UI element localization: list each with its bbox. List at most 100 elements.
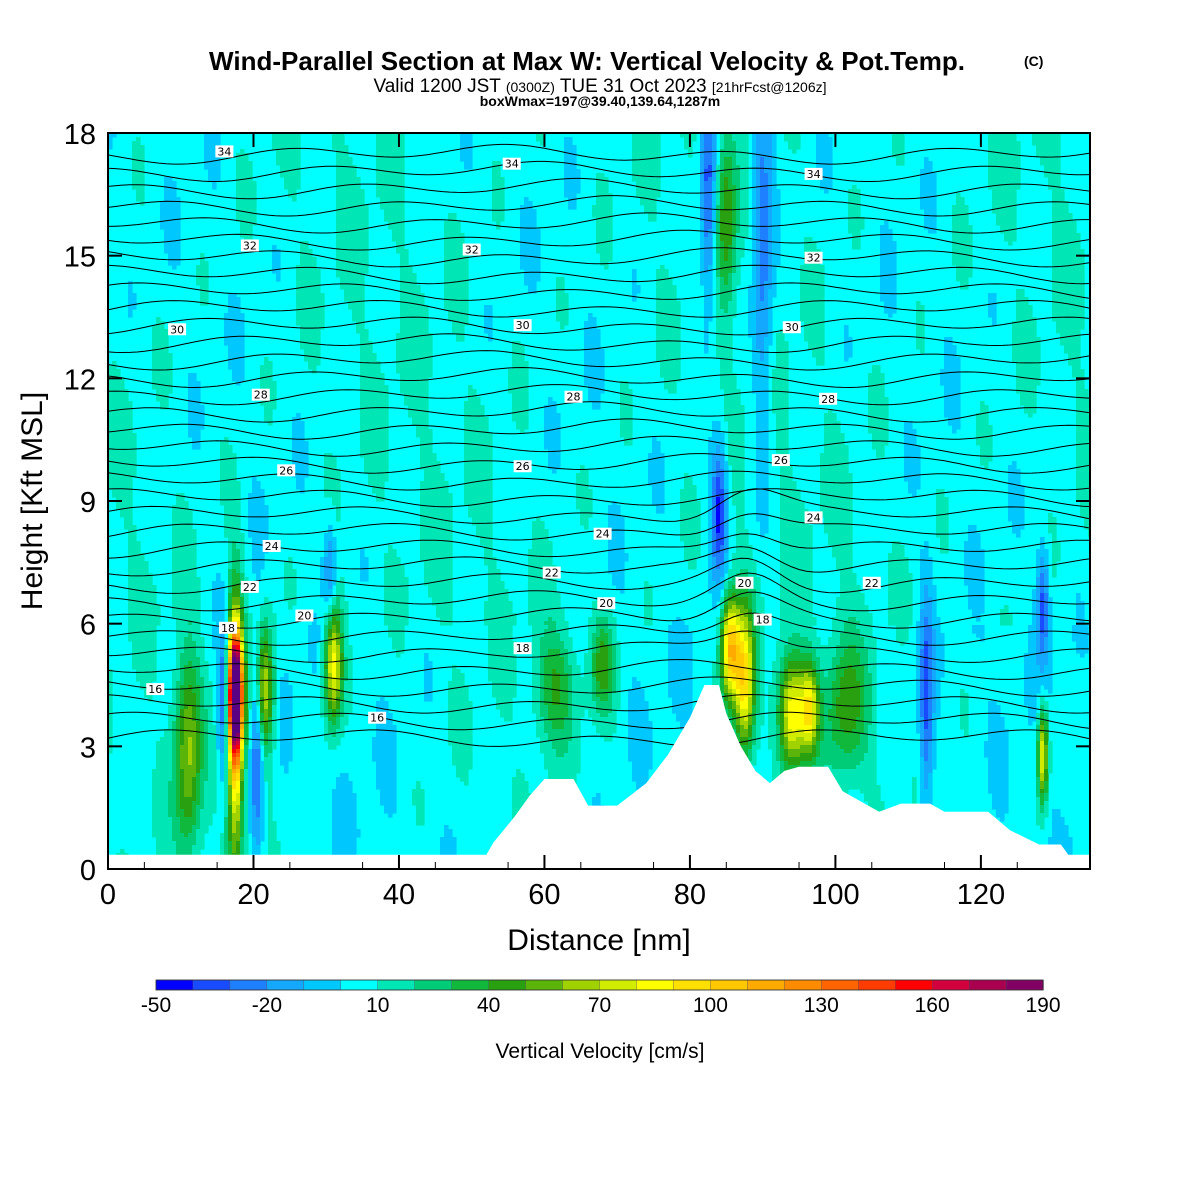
colorbar-tick-label: 160 [915,994,950,1017]
theta-contour-line [108,299,1090,318]
theta-contour-labels: 34 34 34 32 32 32 30 30 30 28 28 28 26 26 26 24 24 24 22 22… [146,145,881,725]
colorbar-swatch [858,979,896,991]
x-axis: 0 20 40 60 80 100 120 [100,133,1018,911]
theta-label: 16 [148,683,162,696]
theta-label: 22 [545,567,559,580]
theta-label: 20 [737,577,751,590]
theta-label-box [771,454,790,467]
theta-contour-line [108,143,1090,165]
theta-label-box [262,539,281,552]
colorbar-tick-label: 100 [693,994,728,1017]
theta-contour-line [108,282,1090,301]
theta-label: 28 [821,393,835,406]
theta-label: 26 [279,464,293,477]
y-tick-label: 15 [64,242,96,274]
theta-contours [108,143,1090,747]
y-tick-label: 6 [80,610,96,642]
chart-subtitle-box: boxWmax=197@39.40,139.64,1287m [480,93,721,109]
colorbar-swatch [377,979,416,991]
y-tick-label: 9 [80,487,96,519]
theta-contour-line [108,350,1090,371]
colorbar-swatch [303,979,342,991]
theta-contour-line [108,177,1090,200]
theta-label-box [862,576,881,589]
theta-contour-line [108,435,1090,457]
theta-label-box [146,683,165,696]
theta-label-box [240,239,259,252]
terrain-shape [108,685,1090,869]
colorbar-swatch [1005,979,1044,991]
theta-label-box [804,167,823,180]
theta-contour-line [108,366,1090,389]
theta-contour-line [108,676,1090,697]
colorbar-frame [155,979,1044,991]
y-tick-label: 12 [64,364,96,396]
theta-label-box [513,642,532,655]
theta-label-box [564,390,583,403]
theta-label-box [782,321,801,334]
colorbar-swatch [968,979,1007,991]
colorbar-swatch [266,979,305,991]
theta-label-box [753,613,772,626]
theta-label-box [240,580,259,593]
theta-label: 32 [465,244,479,257]
theta-contour-line [108,453,1090,474]
theta-label: 32 [243,239,257,252]
theta-label: 28 [254,389,268,402]
theta-label: 28 [567,391,581,404]
y-tick-label: 0 [80,855,96,887]
y-tick-label: 18 [64,119,96,151]
theta-label: 34 [505,158,519,171]
theta-label: 20 [297,609,311,622]
theta-label: 20 [599,597,613,610]
theta-label-box [804,251,823,264]
x-tick-label: 20 [237,879,269,911]
colorbar: -50 -20 10 40 70 100 130 160 190 [141,979,1061,1017]
velocity-field [108,133,1090,869]
theta-label: 30 [170,323,184,336]
theta-contour-line [108,557,1090,594]
theta-label-box [513,460,532,473]
theta-contour-line [108,195,1090,217]
colorbar-tick-label: 70 [588,994,611,1017]
theta-contour-line [108,630,1090,663]
theta-contour-line [108,316,1090,336]
theta-contour-line [108,160,1090,182]
theta-contour-line [108,247,1090,268]
colorbar-swatch [488,979,527,991]
theta-contour-line [108,264,1090,285]
theta-label-box [219,621,238,634]
theta-label-box [542,566,561,579]
colorbar-swatch [414,979,453,991]
theta-contour-line [108,212,1090,234]
colorbar-swatch [229,979,268,991]
theta-label-box [277,464,296,477]
colorbar-swatch [636,979,675,991]
colorbar-swatch [784,979,822,991]
theta-contour-line [108,418,1090,440]
colorbar-tick-label: -20 [252,994,282,1017]
subtitle-valid: Valid 1200 JST [373,76,501,97]
theta-label-box [597,597,616,610]
colorbar-tick-label: -50 [141,994,171,1017]
theta-label: 24 [807,511,821,524]
theta-contour-line [108,612,1090,646]
colorbar-swatch [747,979,785,991]
title-badge: (C) [1024,53,1043,69]
colorbar-swatch [340,979,379,991]
theta-label-box [215,145,234,158]
theta-contour-line [108,229,1090,251]
theta-label: 26 [516,460,530,473]
theta-contour-line [108,711,1090,731]
theta-label: 30 [516,319,530,332]
x-tick-label: 80 [674,879,706,911]
theta-contour-line [108,470,1090,491]
theta-label: 18 [516,642,530,655]
colorbar-swatch [821,979,859,991]
theta-label-box [295,609,314,622]
theta-label: 18 [756,614,770,627]
colorbar-tick-label: 10 [366,994,389,1017]
x-tick-label: 40 [383,879,415,911]
x-tick-label: 0 [100,879,116,911]
theta-label: 16 [370,712,384,725]
